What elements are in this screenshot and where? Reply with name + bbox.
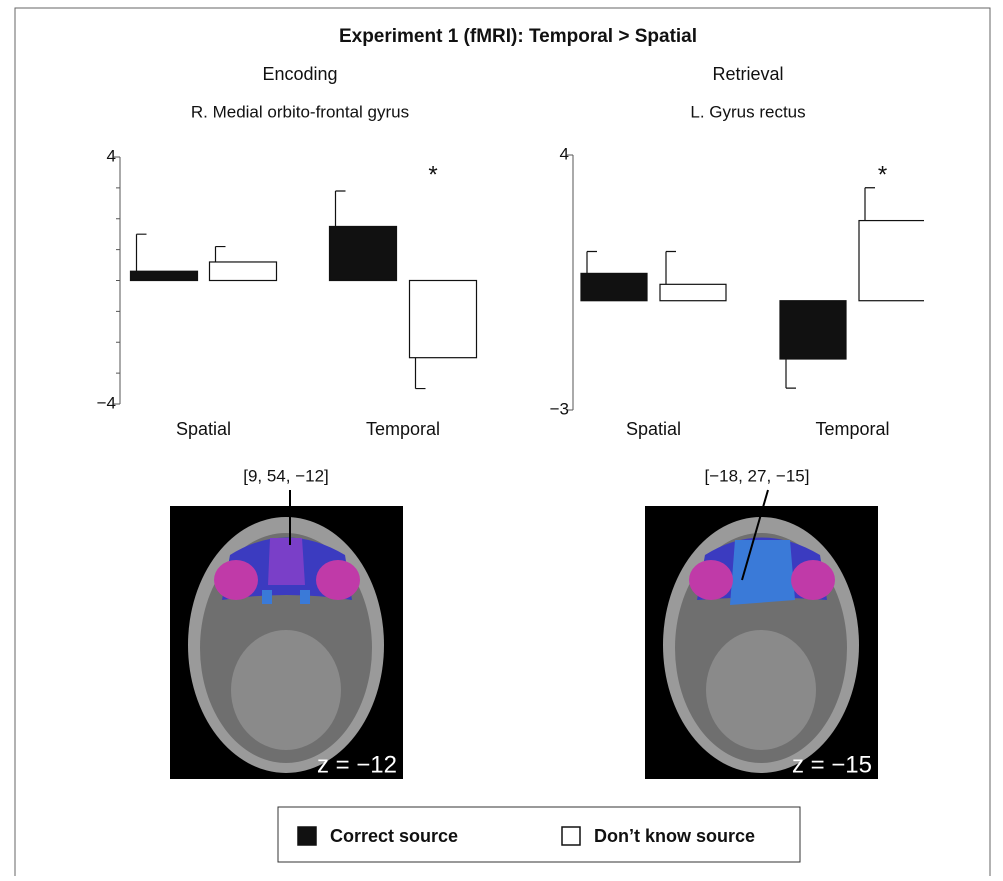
error-bar — [216, 247, 226, 262]
legend-swatch — [298, 827, 316, 845]
slice-label: z = −15 — [792, 751, 872, 778]
significance-marker: * — [878, 161, 887, 188]
coordinate-label: [9, 54, −12] — [243, 466, 329, 485]
coordinate-label: [−18, 27, −15] — [705, 466, 810, 485]
error-bar — [865, 188, 875, 221]
significance-marker: * — [428, 161, 437, 188]
legend-label: Correct source — [330, 826, 458, 846]
legend-swatch — [562, 827, 580, 845]
bar — [581, 273, 647, 300]
error-bar — [587, 252, 597, 274]
error-bar — [416, 358, 426, 389]
bar — [330, 226, 397, 280]
chart-subtitle: L. Gyrus rectus — [690, 102, 805, 121]
y-tick-label: 4 — [107, 146, 116, 165]
figure-title: Experiment 1 (fMRI): Temporal > Spatial — [339, 26, 697, 47]
y-tick-label: −3 — [550, 399, 569, 418]
brain-image — [645, 490, 878, 779]
error-bar — [786, 359, 796, 388]
bar — [780, 301, 846, 359]
brain-image — [170, 490, 403, 779]
slice-label: z = −12 — [317, 751, 397, 778]
chart-subtitle: R. Medial orbito-frontal gyrus — [191, 102, 409, 121]
chart-title: Encoding — [262, 64, 337, 84]
chart-title: Retrieval — [712, 64, 783, 84]
bar — [859, 221, 925, 301]
bar — [210, 262, 277, 281]
error-bar — [336, 191, 346, 227]
x-tick-label: Spatial — [176, 419, 231, 439]
bar — [660, 284, 726, 300]
page: Experiment 1 (fMRI): Temporal > Spatial … — [0, 0, 1003, 881]
x-tick-label: Temporal — [815, 419, 889, 439]
x-tick-label: Temporal — [366, 419, 440, 439]
bar — [131, 271, 198, 280]
error-bar — [137, 234, 147, 271]
figure: Experiment 1 (fMRI): Temporal > Spatial … — [0, 0, 1003, 876]
y-tick-label: −4 — [97, 393, 116, 412]
bar — [410, 281, 477, 358]
x-tick-label: Spatial — [626, 419, 681, 439]
legend-label: Don’t know source — [594, 826, 755, 846]
y-tick-label: 4 — [560, 144, 569, 163]
error-bar — [666, 252, 676, 285]
